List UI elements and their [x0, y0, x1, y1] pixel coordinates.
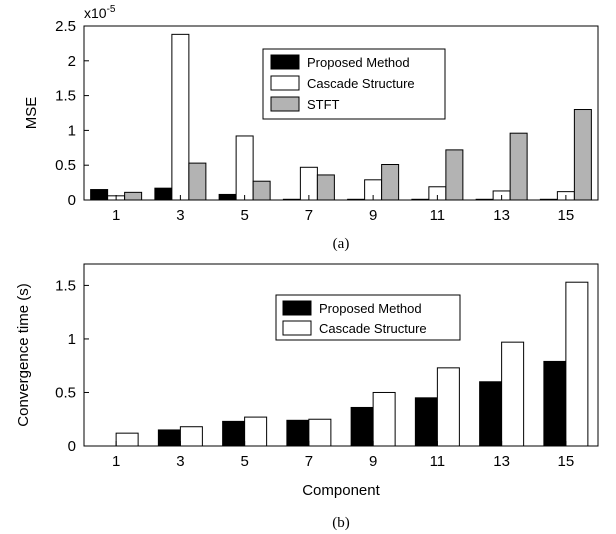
chart-b: 00.511.5 1 3 5 7 9 11 13 15 Convergence time (s…	[15, 264, 598, 531]
chart-a-x-tick-label: 1	[112, 207, 120, 224]
chart-b-y-axis-label: Convergence time (s)	[15, 283, 32, 426]
chart-a-bar-stft-1	[125, 192, 142, 200]
chart-a-bar-cascade-structure-3	[172, 34, 189, 200]
chart-a-bar-cascade-structure-5	[236, 136, 253, 200]
chart-b-x-tick-label: 11	[430, 453, 446, 470]
chart-b-bar-cascade-structure-1	[116, 433, 138, 446]
chart-a-legend-swatch	[271, 76, 299, 90]
chart-b-bar-proposed-method-15	[544, 361, 566, 446]
chart-a-x-tick-label: 11	[430, 207, 446, 224]
chart-a-caption: (a)	[333, 236, 350, 252]
chart-b-legend-label: Cascade Structure	[319, 321, 427, 336]
chart-a-scale-base: x10	[84, 5, 107, 21]
chart-a-bar-proposed-method-5	[219, 194, 236, 200]
chart-a-bar-stft-11	[446, 150, 463, 200]
chart-b-x-axis-label: Component	[302, 482, 380, 499]
chart-b-x-tick-label: 7	[305, 453, 313, 470]
chart-b-bar-cascade-structure-5	[245, 417, 267, 446]
chart-b-legend: Proposed Method Cascade Structure	[276, 295, 460, 340]
chart-b-bar-proposed-method-11	[415, 398, 437, 446]
chart-a-y-tick-label: 2	[68, 53, 76, 70]
chart-b-x-tick-label: 9	[369, 453, 377, 470]
chart-a-bar-stft-9	[382, 165, 399, 200]
chart-b-bar-proposed-method-9	[351, 407, 373, 446]
chart-b-bar-cascade-structure-13	[502, 342, 524, 446]
chart-b-bar-cascade-structure-9	[373, 392, 395, 446]
chart-a-bar-stft-3	[189, 163, 206, 200]
chart-a-x-tick-label: 3	[176, 207, 184, 224]
chart-a-legend-label: Cascade Structure	[307, 76, 415, 91]
chart-a-y-tick-label: 0	[68, 192, 76, 209]
chart-b-x-tick-label: 15	[558, 453, 575, 470]
chart-b-legend-swatch	[283, 301, 311, 315]
chart-b-y-tick-label: 1.5	[55, 277, 76, 294]
chart-b-caption: (b)	[332, 515, 350, 531]
chart-b-x-tick-label: 1	[112, 453, 120, 470]
chart-b-x-tick-label: 3	[176, 453, 184, 470]
chart-a-legend-label: STFT	[307, 97, 340, 112]
chart-b-x-tick-label: 13	[493, 453, 510, 470]
chart-a-bar-proposed-method-1	[91, 190, 108, 200]
chart-a-x-tick-label: 5	[240, 207, 248, 224]
chart-a-scale-power: -5	[107, 4, 116, 15]
chart-b-legend-swatch	[283, 321, 311, 335]
chart-a-legend-swatch	[271, 97, 299, 111]
chart-a-y-tick-label: 1.5	[55, 88, 76, 105]
chart-a: 00.511.522.5 1 3 5 7 9 11 13 15 MSE x10-5 Propo…	[23, 4, 598, 252]
chart-b-bar-proposed-method-3	[158, 430, 180, 446]
chart-b-bar-proposed-method-5	[223, 421, 245, 446]
chart-a-y-tick-label: 1	[68, 122, 76, 139]
chart-a-bar-stft-5	[253, 181, 270, 200]
chart-b-bar-cascade-structure-3	[180, 427, 202, 446]
chart-a-x-tick-label: 15	[558, 207, 575, 224]
chart-b-y-tick-label: 0.5	[55, 384, 76, 401]
chart-b-x-tick-label: 5	[240, 453, 248, 470]
chart-a-legend-swatch	[271, 55, 299, 69]
chart-a-legend-label: Proposed Method	[307, 55, 410, 70]
chart-b-legend-label: Proposed Method	[319, 301, 422, 316]
chart-a-bar-stft-13	[510, 133, 527, 200]
chart-a-scale-exponent: x10-5	[84, 4, 116, 21]
chart-b-bar-cascade-structure-7	[309, 419, 331, 446]
chart-b-bar-cascade-structure-11	[437, 368, 459, 446]
chart-a-y-axis-label: MSE	[23, 97, 40, 130]
chart-b-bar-proposed-method-7	[287, 420, 309, 446]
chart-a-y-tick-label: 2.5	[55, 18, 76, 35]
chart-a-x-tick-label: 9	[369, 207, 377, 224]
chart-a-y-tick-label: 0.5	[55, 157, 76, 174]
chart-b-y-tick-label: 1	[68, 331, 76, 348]
chart-a-bar-stft-15	[574, 110, 591, 200]
chart-b-bar-proposed-method-13	[480, 382, 502, 446]
chart-b-y-tick-label: 0	[68, 438, 76, 455]
chart-b-bar-cascade-structure-15	[566, 282, 588, 446]
chart-a-bar-stft-7	[317, 175, 334, 200]
chart-a-x-tick-label: 7	[305, 207, 313, 224]
chart-a-x-tick-label: 13	[493, 207, 510, 224]
chart-a-bar-proposed-method-3	[155, 188, 172, 200]
chart-a-legend: Proposed Method Cascade Structure STFT	[263, 49, 445, 119]
